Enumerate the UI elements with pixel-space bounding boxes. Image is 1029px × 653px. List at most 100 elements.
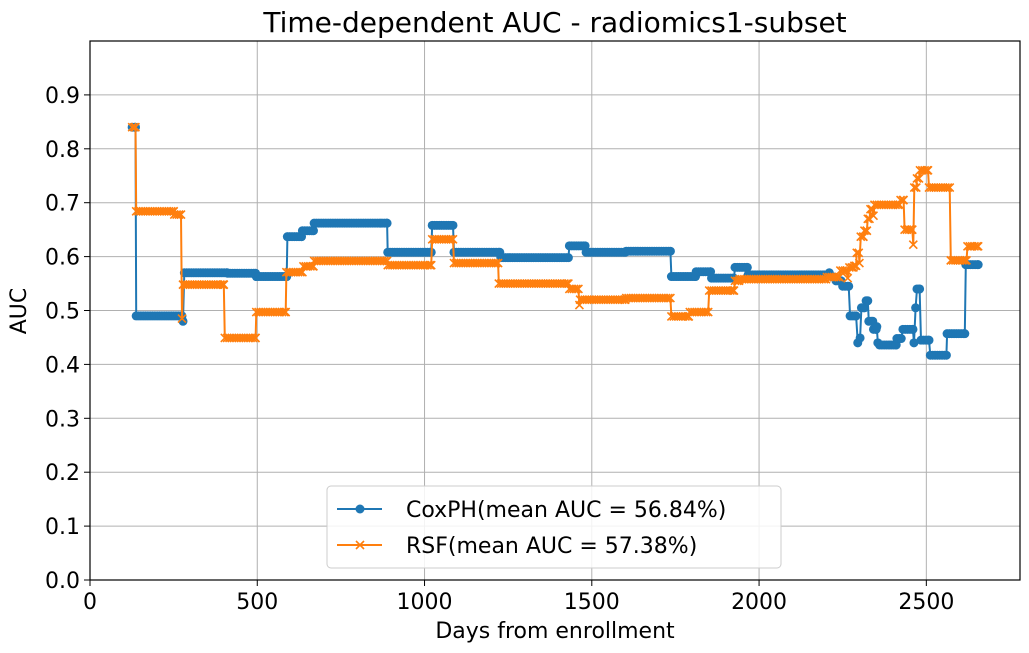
y-tick-label: 0.0 [45, 569, 80, 594]
data-point [863, 296, 873, 306]
data-point [573, 284, 583, 294]
data-point [425, 260, 435, 270]
data-point [665, 246, 675, 256]
data-point [972, 241, 982, 251]
legend-label: CoxPH(mean AUC = 56.84%) [406, 498, 726, 523]
data-point [448, 234, 458, 244]
grid-lines [89, 41, 1020, 581]
data-point [176, 209, 186, 220]
data-point [177, 314, 187, 324]
data-point [448, 220, 458, 230]
data-point [941, 350, 951, 360]
data-point [838, 266, 848, 276]
data-point [174, 209, 184, 220]
data-point [911, 303, 921, 313]
data-point [844, 262, 854, 272]
data-point [924, 335, 934, 345]
data-point [854, 258, 864, 268]
x-tick-label: 2000 [731, 590, 787, 615]
data-point [563, 253, 573, 263]
x-axis-label: Days from enrollment [435, 619, 675, 644]
data-point [923, 165, 933, 175]
data-point [251, 333, 261, 343]
data-point [872, 322, 882, 332]
legend-label: RSF(mean AUC = 57.38%) [406, 534, 697, 559]
data-point [130, 122, 141, 132]
data-point [844, 281, 854, 291]
data-point [896, 334, 906, 344]
data-point [491, 258, 501, 268]
data-point [215, 280, 226, 290]
data-point [912, 173, 922, 184]
data-point [943, 183, 953, 193]
data-point [219, 280, 229, 290]
y-tick-label: 0.6 [45, 246, 80, 271]
data-point [920, 165, 930, 175]
data-point [904, 225, 914, 235]
axis-ticks: 0 500 1000 1500 2000 2500 0.0 0.1 0.2 0.3 0.4 0.5 0.… [45, 84, 954, 615]
data-point [859, 226, 870, 236]
data-point [909, 338, 919, 348]
x-tick-label: 1000 [397, 590, 453, 615]
data-point [854, 248, 864, 258]
data-point [248, 333, 258, 343]
data-point [843, 273, 853, 283]
data-point [911, 183, 921, 193]
series-layer [127, 122, 983, 360]
data-point [961, 255, 972, 265]
x-tick-label: 2500 [898, 590, 954, 615]
data-point [279, 307, 289, 317]
y-tick-label: 0.9 [45, 84, 80, 109]
data-point [493, 258, 503, 268]
data-point [896, 195, 906, 205]
data-point [957, 255, 968, 265]
data-point [915, 284, 925, 294]
data-point [960, 329, 970, 339]
data-point [859, 303, 869, 313]
data-point [426, 260, 436, 270]
data-point [851, 311, 861, 321]
x-tick-label: 1500 [564, 590, 620, 615]
data-point [277, 307, 287, 317]
series-rsf [127, 122, 983, 343]
data-point [382, 218, 392, 228]
data-point [908, 324, 918, 334]
data-point [729, 285, 739, 296]
legend-marker [355, 504, 365, 514]
chart-title: Time-dependent AUC - radiomics1-subset [262, 6, 846, 39]
data-point [849, 261, 859, 271]
data-point [422, 260, 433, 270]
data-point [728, 285, 738, 296]
y-tick-label: 0.5 [45, 300, 80, 325]
data-point [863, 214, 873, 224]
data-point [899, 195, 909, 205]
data-point [945, 183, 955, 193]
data-point [446, 234, 456, 244]
y-axis-label: AUC [7, 288, 32, 335]
y-tick-label: 0.7 [45, 192, 80, 217]
y-tick-label: 0.4 [45, 353, 80, 378]
data-point [973, 260, 983, 270]
y-tick-label: 0.3 [45, 407, 80, 432]
data-point [908, 240, 918, 250]
data-point [852, 248, 862, 258]
data-point [701, 307, 711, 317]
y-tick-label: 0.2 [45, 461, 80, 486]
data-point [308, 226, 318, 236]
data-point [909, 183, 919, 193]
data-point [914, 173, 924, 184]
data-point [665, 293, 675, 303]
legend-box [326, 485, 782, 569]
x-tick-label: 500 [236, 590, 278, 615]
data-point [862, 226, 872, 236]
data-point [742, 262, 752, 272]
legend-marker [355, 540, 365, 550]
data-point [855, 333, 865, 343]
data-point [571, 284, 581, 294]
data-point [960, 255, 970, 265]
data-point [703, 307, 713, 317]
data-point [868, 211, 879, 221]
data-point [663, 293, 673, 303]
data-point [725, 285, 735, 296]
